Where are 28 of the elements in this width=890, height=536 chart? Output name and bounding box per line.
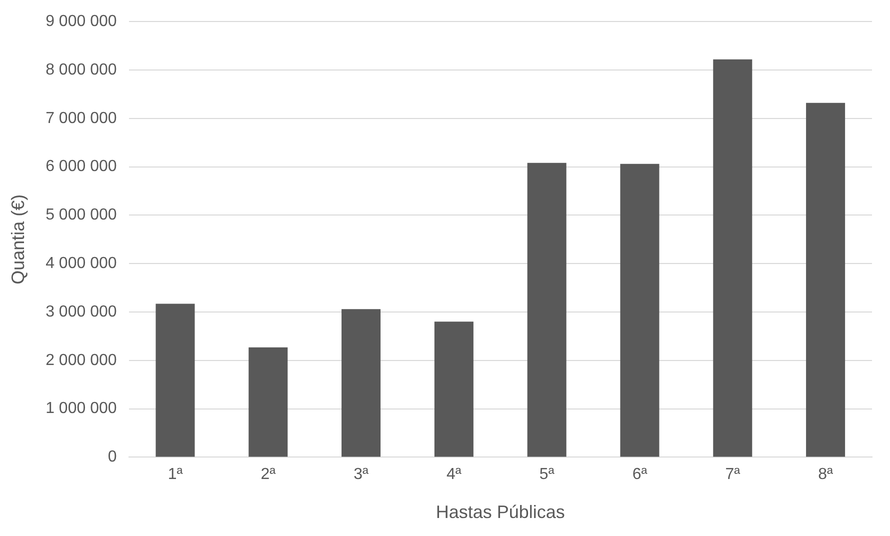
y-tick-label: 4 000 000 xyxy=(46,255,117,272)
y-tick-label: 2 000 000 xyxy=(46,352,117,369)
y-tick-label: 3 000 000 xyxy=(46,303,117,320)
x-tick-label: 3ª xyxy=(354,466,369,484)
y-tick-label: 1 000 000 xyxy=(46,400,117,418)
x-tick-label: 8ª xyxy=(818,466,834,484)
x-tick-label: 1ª xyxy=(168,466,183,484)
bar xyxy=(806,102,846,457)
bar xyxy=(527,162,566,457)
y-tick-label: 0 xyxy=(108,448,117,466)
y-tick-label: 5 000 000 xyxy=(46,206,117,224)
y-tick-label: 8 000 000 xyxy=(46,61,117,78)
x-tick-label: 6ª xyxy=(632,466,648,484)
bar xyxy=(342,309,381,457)
bar xyxy=(248,347,288,457)
x-tick-label: 7ª xyxy=(725,466,740,484)
y-tick-label: 9 000 000 xyxy=(46,13,117,30)
y-tick-label: 6 000 000 xyxy=(46,158,117,176)
bar xyxy=(620,164,660,457)
x-axis-title: Hastas Públicas xyxy=(436,502,565,522)
x-tick-label: 5ª xyxy=(539,466,554,484)
bar xyxy=(434,322,474,457)
x-tick-label: 4ª xyxy=(446,466,462,484)
x-tick-label: 2ª xyxy=(260,466,276,484)
y-axis-title: Quantia (€) xyxy=(8,194,28,284)
bar xyxy=(713,59,752,457)
bar xyxy=(156,304,195,457)
y-tick-label: 7 000 000 xyxy=(46,110,117,127)
